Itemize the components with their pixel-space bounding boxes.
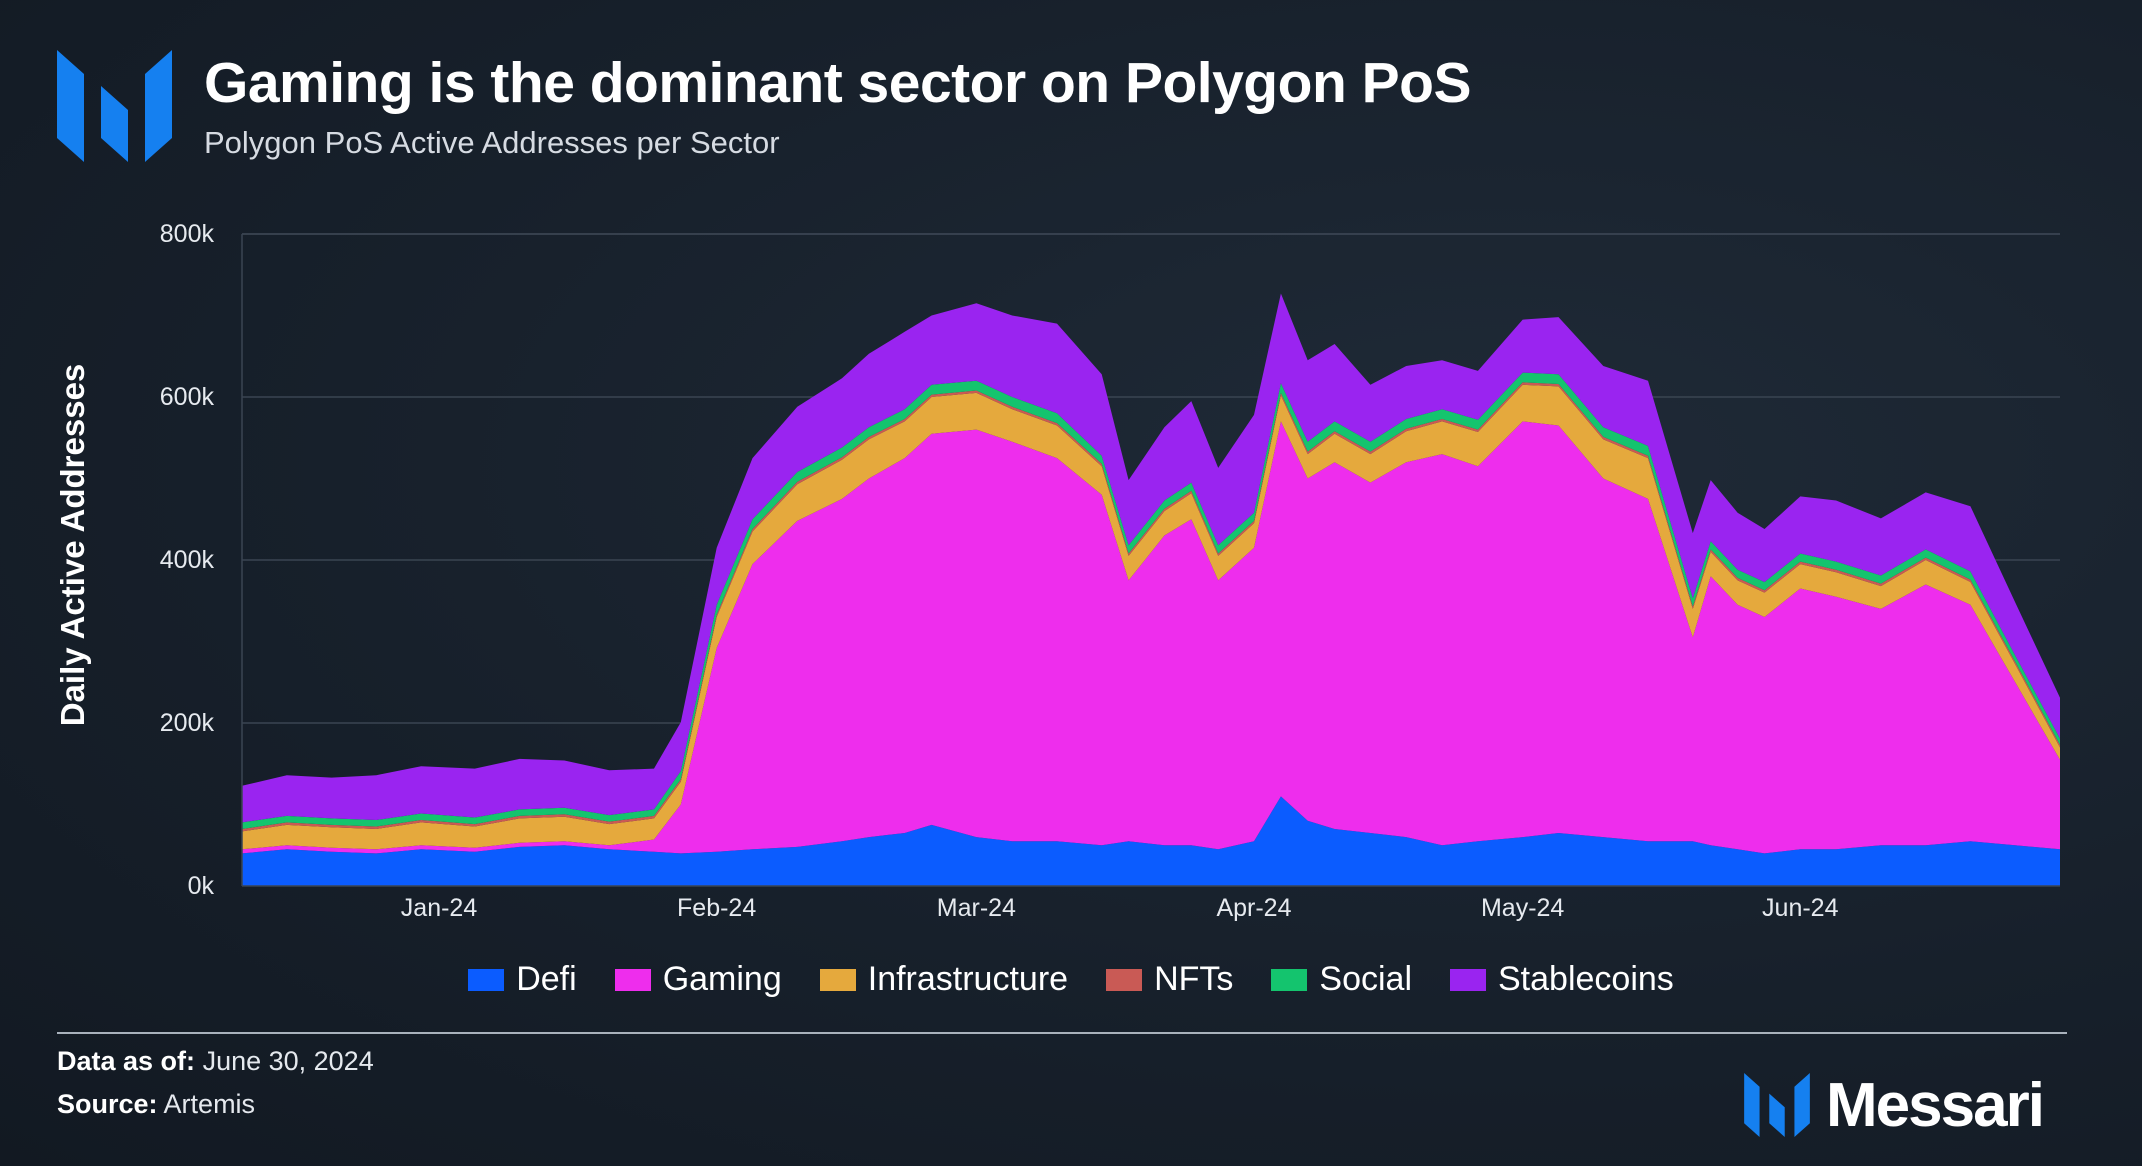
x-tick-label: May-24: [1481, 894, 1564, 922]
legend-label: Stablecoins: [1498, 960, 1674, 998]
legend-item-infrastructure: Infrastructure: [819, 960, 1069, 999]
area-defi: [242, 796, 2060, 886]
source-label: Source:: [57, 1089, 158, 1119]
legend-item-stablecoins: Stablecoins: [1450, 960, 1674, 999]
legend-label: Social: [1319, 960, 1412, 998]
data-as-of: Data as of: June 30, 2024: [57, 1046, 374, 1077]
x-tick-label: Mar-24: [937, 894, 1016, 922]
x-tick-label: Feb-24: [677, 894, 756, 922]
legend-item-gaming: Gaming: [614, 960, 782, 999]
data-as-of-value: June 30, 2024: [202, 1046, 374, 1076]
legend-swatch: [819, 968, 856, 991]
legend-swatch: [1106, 968, 1143, 991]
legend-label: Gaming: [662, 960, 782, 998]
legend-label: Defi: [516, 960, 577, 998]
y-tick-label: 400k: [160, 546, 215, 574]
y-tick-label: 0k: [188, 872, 215, 900]
legend-swatch: [468, 968, 505, 991]
brand-name: Messari: [1826, 1070, 2045, 1140]
logo-bar-middle: [101, 86, 128, 162]
legend-item-social: Social: [1271, 960, 1412, 999]
area-infrastructure: [242, 384, 2060, 850]
messari-logo-icon: [57, 50, 172, 162]
logo-bar-left: [57, 50, 84, 162]
area-gaming: [242, 421, 2060, 854]
x-tick-label: Apr-24: [1216, 894, 1291, 922]
y-tick-label: 600k: [160, 383, 215, 411]
y-tick-label: 200k: [160, 709, 215, 737]
axes: 0k 200k 400k 600k 800k Jan-24 Feb-24 Mar-24 Apr-…: [160, 220, 2060, 922]
logo-bar-right: [145, 50, 172, 162]
x-tick-label: Jun-24: [1762, 894, 1839, 922]
legend-swatch: [1450, 968, 1486, 991]
source-value: Artemis: [163, 1089, 256, 1119]
footer-divider: [57, 1032, 2067, 1034]
page-subtitle: Polygon PoS Active Addresses per Sector: [204, 125, 780, 160]
brand-mark: Messari: [1744, 1070, 2045, 1140]
legend-swatch: [1271, 968, 1308, 991]
legend-item-nfts: NFTs: [1106, 960, 1233, 999]
x-tick-label: Jan-24: [401, 894, 478, 922]
y-axis-label: Daily Active Addresses: [54, 364, 91, 727]
data-as-of-label: Data as of:: [57, 1046, 196, 1076]
legend-label: Infrastructure: [867, 960, 1069, 998]
legend-item-defi: Defi: [468, 960, 577, 999]
legend-swatch: [614, 968, 651, 991]
brand-logo-icon: [1744, 1073, 1810, 1137]
legend-label: NFTs: [1154, 960, 1234, 998]
page-title: Gaming is the dominant sector on Polygon…: [204, 51, 1471, 115]
chart-legend: Defi Gaming Infrastructure NFTs Social Stable…: [0, 960, 2142, 999]
area-series: [242, 293, 2060, 886]
source: Source: Artemis: [57, 1089, 255, 1120]
y-tick-label: 800k: [160, 220, 215, 248]
area-stablecoins: [242, 293, 2060, 823]
